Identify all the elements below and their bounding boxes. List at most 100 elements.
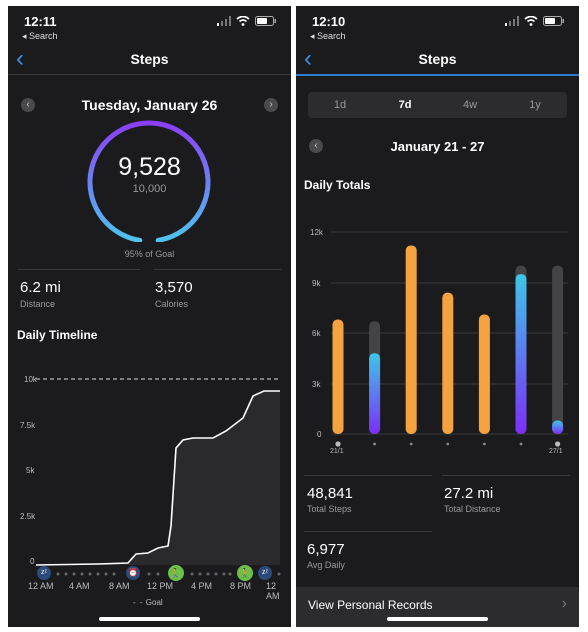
bar[interactable] [442,292,454,434]
bar[interactable] [478,314,490,434]
next-day-button[interactable]: › [264,98,278,112]
calories-label: Calories [155,299,189,309]
bar-series [332,245,564,447]
stats-divider [304,531,432,532]
bar-chart-plot [331,231,568,447]
total-steps-value: 48,841 [307,485,353,502]
goal-legend-dash: - - [133,598,144,607]
y-tick-label: 7.5k [20,421,36,430]
timeline-plot [35,378,280,566]
bar[interactable] [552,420,564,434]
prev-day-button[interactable]: ‹ [21,98,35,112]
nav-divider [296,74,579,76]
y-tick-label: 0 [317,430,322,439]
calories-value: 3,570 [155,279,193,296]
x-tick-label: 21/1 [330,448,344,455]
right-screen: 12:10 ◂ Search ‹ Steps 1d 7d 4w 1y ‹ Jan… [296,6,579,627]
home-indicator[interactable] [387,617,488,621]
chevron-right-icon: › [561,595,567,612]
wifi-icon [236,16,250,26]
back-chevron-icon[interactable]: ‹ [304,45,312,72]
total-steps-label: Total Steps [307,504,352,514]
day-marker-dot [373,442,376,446]
y-tick-label: 10k [24,375,37,384]
x-tick-label: 27/1 [549,448,563,455]
y-tick-label: 0 [30,557,35,566]
progress-ring [87,120,211,242]
y-tick-label: 6k [312,329,321,338]
back-to-search-link[interactable]: ◂ Search [22,31,58,41]
battery-icon [255,16,276,26]
nav-bar: ‹ Steps [296,45,579,74]
tab-1d[interactable]: 1d [333,99,347,111]
bar[interactable] [515,274,527,434]
hour-dots [56,572,281,576]
steps-goal: 10,000 [132,183,167,195]
daily-totals-title: Daily Totals [304,178,371,192]
total-distance-value: 27.2 mi [444,485,494,502]
y-tick-label: 3k [312,380,321,389]
day-marker-dot [446,442,450,446]
wifi-icon [524,16,538,26]
timeline-line [35,390,280,566]
status-icons [217,16,277,26]
date-label: Tuesday, January 26 [81,97,218,113]
battery-icon [543,16,564,26]
y-tick-label: 9k [312,279,321,288]
sleep-icon: zᶻ [258,566,272,580]
personal-records-label: View Personal Records [308,598,433,612]
walking-icon: 🚶 [168,565,184,581]
timeline-title: Daily Timeline [17,328,98,342]
goal-legend-label: Goal [145,598,163,607]
nav-divider [8,74,291,75]
personal-records-row[interactable]: View Personal Records › [296,587,579,627]
x-tick-label: 12 AM [266,581,280,601]
day-marker-dot [555,441,561,447]
x-tick-label: 12 PM [147,581,174,591]
stats-divider [442,475,570,476]
stats-divider [154,269,282,270]
goal-percent: 95% of Goal [124,249,175,259]
bar[interactable] [405,245,417,434]
y-tick-label: 12k [310,228,323,237]
day-marker-dot [409,442,413,446]
status-bar: 12:10 ◂ Search [310,14,565,42]
tab-7d[interactable]: 7d [398,99,412,111]
x-tick-label: 4 PM [191,581,213,591]
day-marker-dot [483,442,486,446]
prev-week-button[interactable]: ‹ [309,139,323,153]
walking-icon: 🚶 [237,565,253,581]
distance-label: Distance [20,299,56,309]
range-label: January 21 - 27 [390,139,485,154]
bar[interactable] [369,353,381,434]
status-icons [505,16,565,26]
goal-legend: - - Goal [133,598,163,607]
day-marker-dot [519,442,523,446]
tab-4w[interactable]: 4w [462,99,478,111]
timeline-area [36,391,280,565]
avg-daily-label: Avg Daily [307,560,345,570]
sleep-icon: zᶻ [37,566,51,580]
distance-value: 6.2 mi [20,279,61,296]
range-segmented-control: 1d 7d 4w 1y [308,92,567,118]
y-tick-label: 5k [26,466,35,475]
page-title: Steps [418,51,457,67]
left-screen: 12:11 ◂ Search ‹ Steps ‹ Tuesday, Januar… [8,6,291,627]
bar[interactable] [332,319,344,434]
page-title: Steps [130,51,169,67]
day-marker-dot [335,441,341,447]
tab-1y[interactable]: 1y [529,99,541,111]
stats-divider [18,269,140,270]
progress-ring-arc [87,120,211,242]
back-chevron-icon[interactable]: ‹ [16,45,24,72]
status-time: 12:11 [24,14,57,29]
avg-daily-value: 6,977 [307,541,345,558]
total-distance-label: Total Distance [444,504,501,514]
home-indicator[interactable] [99,617,200,621]
goal-track-bar [552,265,564,434]
back-to-search-link[interactable]: ◂ Search [310,31,346,41]
x-tick-label: 12 AM [28,581,54,591]
y-tick-label: 2.5k [20,512,36,521]
x-tick-label: 8 PM [230,581,252,591]
steps-count: 9,528 [118,153,181,181]
